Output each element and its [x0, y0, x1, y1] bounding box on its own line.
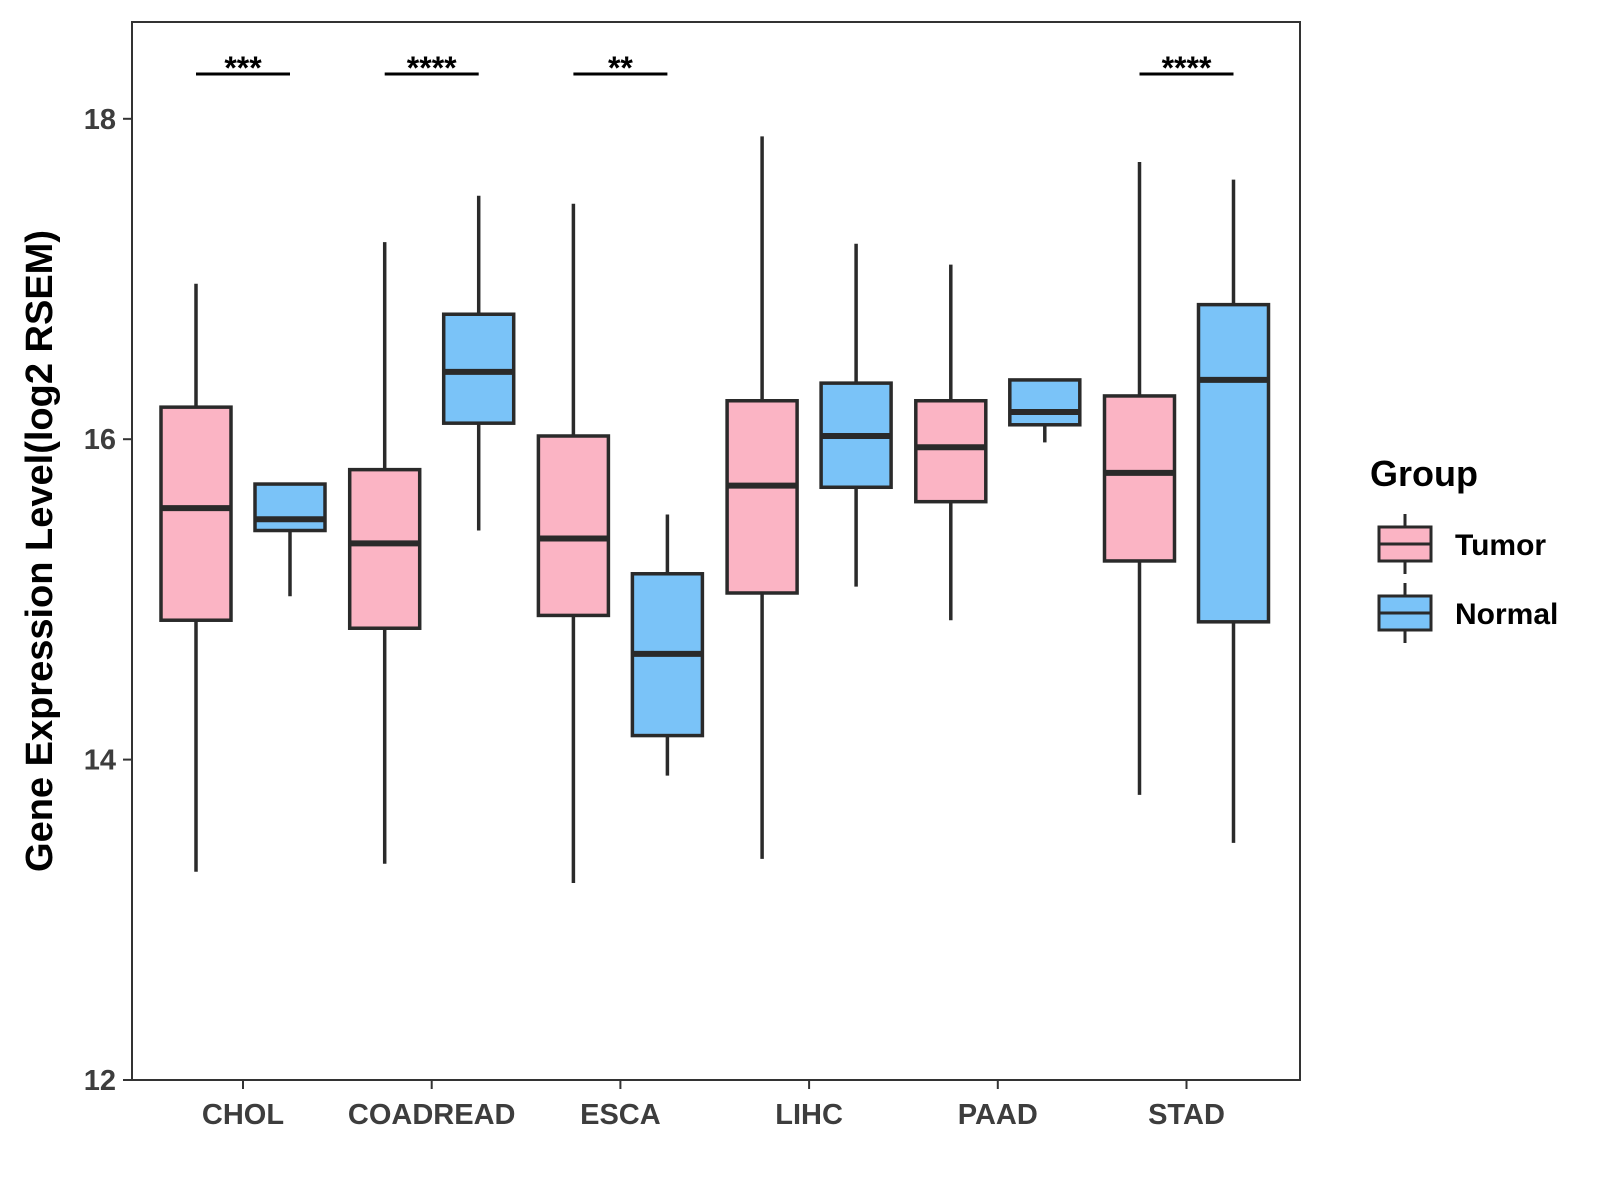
significance-label: **** [407, 50, 457, 86]
box-body [1199, 305, 1269, 622]
x-tick-label-coadread: COADREAD [348, 1099, 516, 1131]
y-axis-title: Gene Expression Level(log2 RSEM) [19, 230, 61, 872]
y-tick-label: 12 [84, 1065, 116, 1097]
box-body [916, 401, 986, 502]
significance-label: *** [224, 50, 262, 86]
y-tick-label: 16 [84, 424, 116, 456]
legend-item-tumor: Tumor [1379, 514, 1546, 574]
significance-label: **** [1162, 50, 1212, 86]
boxplot-chart: 12 14 16 18 CHOL COADREAD ESCA LIHC PAAD STAD **… [0, 0, 1600, 1200]
x-tick-label-lihc: LIHC [775, 1099, 843, 1131]
box-body [350, 470, 420, 629]
box-body [1010, 380, 1080, 425]
legend-title: Group [1370, 453, 1478, 494]
y-tick-label: 18 [84, 104, 116, 136]
x-tick-label-paad: PAAD [958, 1099, 1038, 1131]
legend-label: Tumor [1455, 529, 1546, 562]
y-tick-label: 14 [84, 745, 116, 777]
significance-label: ** [608, 50, 633, 86]
legend-label: Normal [1455, 598, 1558, 631]
x-tick-label-chol: CHOL [202, 1099, 284, 1131]
legend: Group Tumor Normal [1370, 453, 1558, 643]
box-body [444, 314, 514, 423]
box-body [255, 484, 325, 530]
y-axis: 12 14 16 18 [84, 104, 132, 1097]
x-tick-label-stad: STAD [1148, 1099, 1225, 1131]
box-body [538, 436, 608, 615]
x-axis: CHOL COADREAD ESCA LIHC PAAD STAD [202, 1080, 1225, 1131]
box-body [161, 407, 231, 620]
x-tick-label-esca: ESCA [580, 1099, 661, 1131]
box-body [1105, 396, 1175, 561]
box-body [727, 401, 797, 593]
legend-item-normal: Normal [1379, 583, 1558, 643]
